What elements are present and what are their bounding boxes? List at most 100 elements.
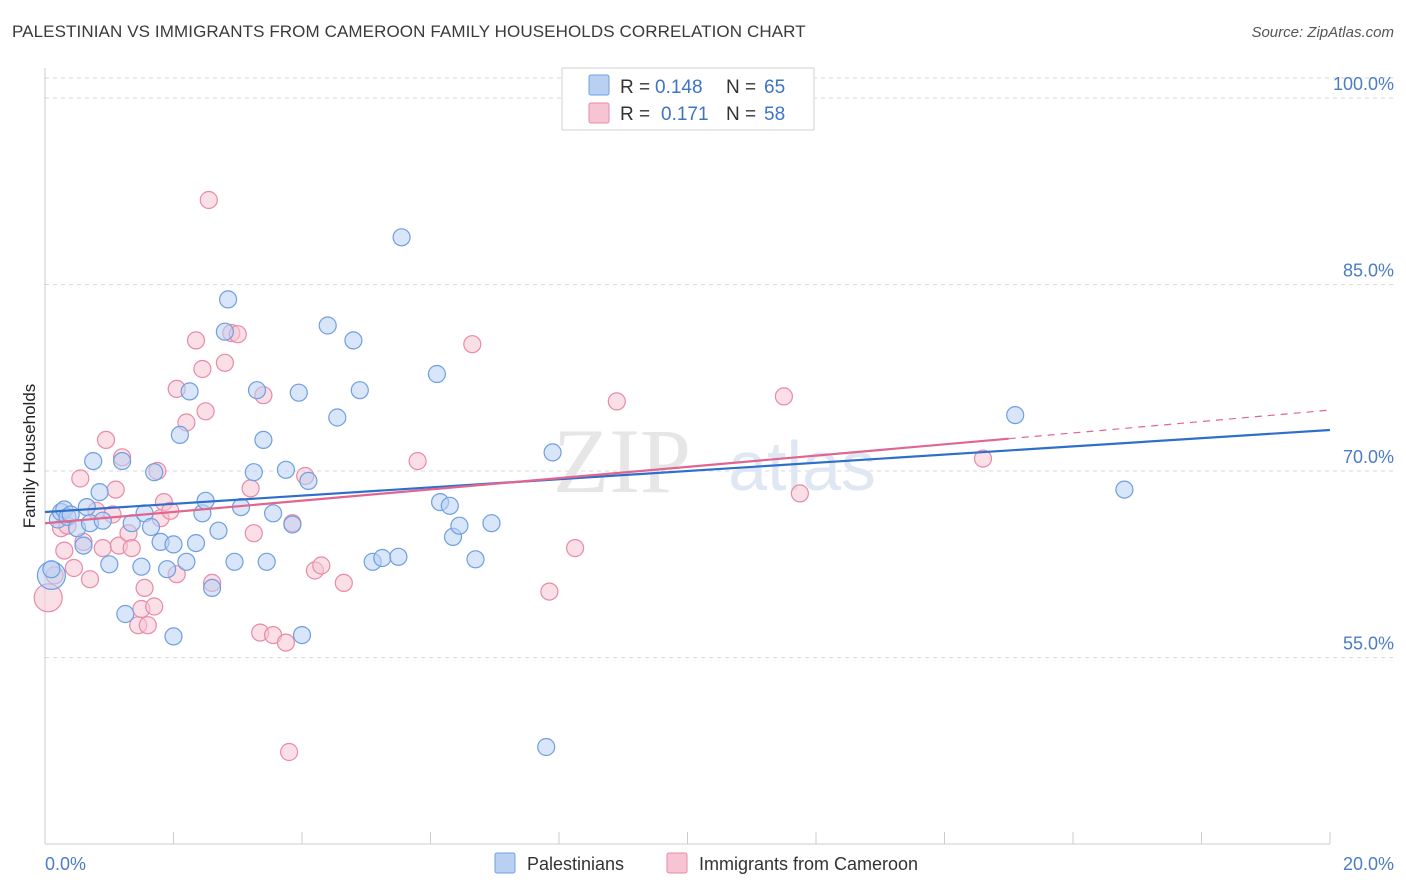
cameroon-point [135, 578, 154, 598]
cameroon-point [138, 616, 157, 635]
legend-r-value-2: 0.171 [661, 104, 709, 125]
cameroon-point [540, 582, 559, 601]
watermark-zip: ZIP [553, 410, 691, 512]
correlation-legend: R = 0.148 N = 65 R = 0.171 N = 58 [561, 67, 815, 131]
palestinians-point [1115, 480, 1134, 499]
cameroon-point [106, 480, 125, 499]
cameroon-point [199, 190, 218, 210]
palestinians-point [215, 322, 234, 341]
palestinians-point [318, 316, 337, 335]
palestinians-point [244, 463, 263, 482]
cameroon-point [186, 331, 206, 350]
palestinians-point [158, 560, 177, 579]
legend-n-value-2: 58 [764, 104, 785, 125]
cameroon-point [215, 353, 234, 372]
cameroon-point [241, 479, 260, 498]
palestinians-point [299, 471, 318, 490]
palestinians-point [389, 547, 408, 566]
cameroon-point [790, 484, 810, 503]
cameroon-point [93, 538, 112, 558]
palestinians-point [42, 560, 61, 579]
palestinians-point [77, 498, 96, 517]
palestinians-point [289, 383, 308, 402]
palestinians-point [328, 408, 347, 427]
cameroon-point [71, 469, 90, 488]
cameroon-point [244, 524, 263, 543]
palestinians-point [84, 452, 103, 471]
palestinians-point [537, 737, 556, 757]
palestinians-point [203, 578, 222, 598]
palestinians-point [170, 425, 189, 444]
palestinians-point [90, 483, 109, 502]
palestinians-point [180, 382, 199, 401]
cameroon-trend-line [44, 437, 1009, 525]
cameroon-point [55, 541, 74, 560]
y-axis-label: Family Households [20, 384, 39, 529]
y-tick-label: 55.0% [1343, 634, 1394, 654]
cameroon-point [193, 359, 212, 379]
x-tick-label-min: 0.0% [45, 854, 86, 874]
palestinians-point [141, 517, 161, 537]
cameroon-point [607, 392, 626, 411]
palestinians-point [254, 430, 273, 449]
palestinians-point [373, 548, 392, 568]
bottom-legend-palestinians: Palestinians [527, 854, 624, 874]
palestinians-point [164, 535, 183, 554]
series-palestinians-points [36, 228, 1134, 757]
cameroon-trend-extension [1008, 409, 1331, 440]
bottom-legend-swatch-cameroon [666, 852, 688, 874]
palestinians-point [276, 460, 295, 479]
bottom-legend-cameroon: Immigrants from Cameroon [699, 854, 918, 874]
palestinians-point [186, 533, 206, 553]
y-tick-labels: 55.0% 70.0% 85.0% 100.0% [1333, 74, 1394, 654]
palestinians-point [209, 521, 228, 540]
palestinians-point [543, 443, 562, 462]
bottom-legend-swatch-palestinians [494, 852, 516, 874]
legend-n-value-1: 65 [764, 77, 785, 98]
cameroon-point [774, 387, 794, 406]
cameroon-point [64, 558, 84, 578]
trend-lines [44, 409, 1331, 525]
palestinians-point [116, 604, 135, 624]
y-tick-label: 85.0% [1343, 261, 1394, 281]
palestinians-point [100, 555, 119, 574]
palestinians-point [177, 552, 196, 571]
cameroon-point [312, 556, 331, 575]
palestinians-point [219, 290, 238, 309]
palestinians-point [344, 331, 363, 350]
cameroon-point [196, 402, 215, 421]
palestinians-point [482, 514, 501, 533]
cameroon-point [96, 430, 116, 449]
cameroon-point [122, 538, 141, 558]
palestinians-point [427, 364, 446, 384]
cameroon-point [80, 570, 100, 589]
palestinians-point [145, 463, 164, 482]
palestinians-point [225, 552, 244, 571]
palestinians-point [392, 228, 411, 247]
palestinians-point [350, 381, 369, 400]
y-tick-label: 100.0% [1333, 74, 1394, 94]
palestinians-point [283, 515, 302, 534]
x-ticks [44, 832, 1331, 844]
cameroon-point [973, 449, 993, 468]
legend-swatch-palestinians [588, 74, 610, 96]
palestinians-point [466, 550, 485, 569]
x-tick-label-max: 20.0% [1343, 854, 1394, 874]
series-legend: Palestinians Immigrants from Cameroon [494, 852, 918, 874]
series-cameroon-points [33, 190, 993, 762]
palestinians-point [93, 511, 112, 530]
cameroon-point [463, 335, 482, 354]
legend-r-label-2: R = [620, 104, 650, 125]
palestinians-point [247, 381, 267, 400]
source-label: Source: ZipAtlas.com [1251, 24, 1394, 41]
cameroon-point [334, 573, 353, 593]
cameroon-point [408, 452, 427, 471]
palestinians-point [450, 516, 469, 535]
palestinians-point [112, 452, 132, 471]
palestinians-point [264, 504, 283, 523]
legend-n-label-2: N = [726, 104, 756, 125]
gridlines [45, 77, 1394, 658]
palestinians-point [292, 625, 312, 645]
y-tick-label: 70.0% [1343, 447, 1394, 467]
